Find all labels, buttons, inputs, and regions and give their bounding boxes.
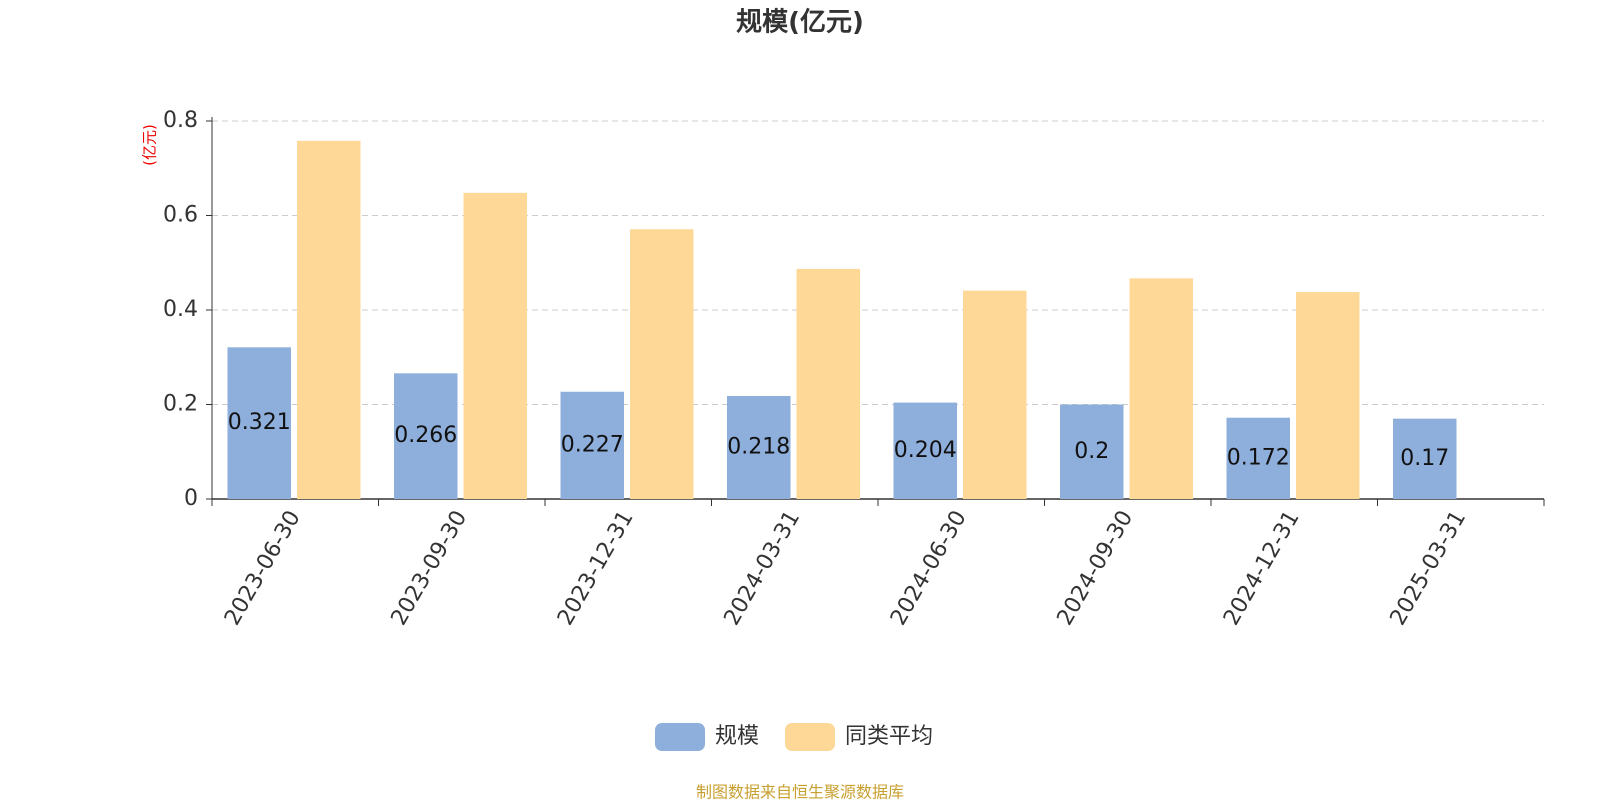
x-tick-label: 2023-06-30: [220, 507, 306, 630]
bar: [1226, 417, 1290, 499]
data-label: 0.172: [1227, 445, 1290, 470]
data-label: 0.2: [1074, 439, 1109, 464]
x-tick-label: 2024-03-31: [720, 507, 806, 630]
data-label: 0.321: [228, 410, 291, 435]
y-tick-label: 0.8: [163, 108, 198, 133]
y-tick-label: 0.2: [163, 392, 198, 417]
bar: [963, 290, 1027, 499]
bar: [893, 402, 957, 499]
bar: [227, 347, 291, 499]
bar: [394, 373, 458, 499]
bar: [1129, 278, 1193, 499]
data-label: 0.266: [394, 423, 457, 448]
bar: [560, 391, 624, 499]
data-label: 0.218: [727, 434, 790, 459]
y-axis-label: (亿元): [141, 124, 159, 166]
data-label: 0.17: [1400, 446, 1449, 471]
x-tick-label: 2023-12-31: [553, 507, 639, 630]
bar: [1393, 418, 1457, 499]
legend-swatch: [785, 723, 835, 751]
chart-title: 规模(亿元): [736, 8, 864, 38]
bar: [1296, 292, 1360, 499]
y-tick-label: 0.4: [163, 297, 198, 322]
bar: [1060, 404, 1124, 499]
y-tick-label: 0: [184, 486, 198, 511]
x-tick-label: 2023-09-30: [387, 507, 473, 630]
bar: [463, 192, 527, 499]
data-label: 0.204: [894, 438, 957, 463]
bar: [297, 140, 361, 499]
x-tick-label: 2024-12-31: [1219, 507, 1305, 630]
source-note: 制图数据来自恒生聚源数据库: [696, 783, 904, 800]
legend-swatch: [655, 723, 705, 751]
x-tick-label: 2024-06-30: [886, 507, 972, 630]
bar: [727, 395, 791, 499]
legend-label: 规模: [715, 724, 759, 749]
x-tick-label: 2024-09-30: [1053, 507, 1139, 630]
bar: [630, 229, 694, 499]
y-tick-label: 0.6: [163, 203, 198, 228]
x-tick-label: 2025-03-31: [1386, 507, 1472, 630]
bar: [796, 268, 860, 499]
legend-label: 同类平均: [845, 724, 933, 749]
data-label: 0.227: [561, 432, 624, 457]
